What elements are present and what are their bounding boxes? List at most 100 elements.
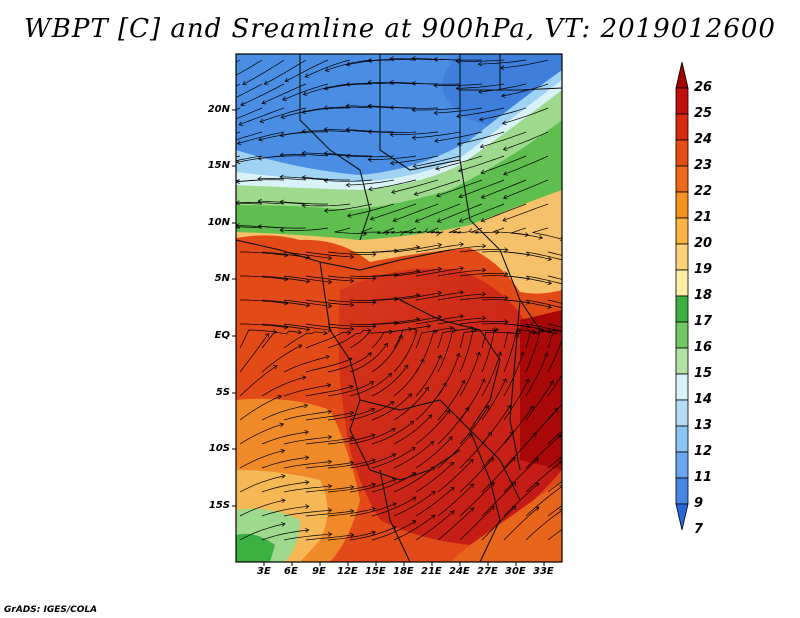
streamline-arrow [566, 327, 570, 331]
streamline-arrow [409, 420, 415, 426]
streamline [415, 486, 455, 517]
streamline-arrow [303, 403, 309, 409]
streamline-arrow [372, 252, 377, 257]
streamline [481, 457, 516, 493]
streamline-arrow [449, 325, 454, 331]
streamline [349, 453, 396, 469]
streamline [415, 243, 464, 253]
streamline [261, 330, 302, 349]
streamline [324, 179, 373, 182]
streamline [327, 483, 376, 493]
streamline [327, 531, 376, 541]
streamline-arrow [301, 128, 306, 134]
streamline [368, 81, 417, 85]
colorbar-label: 25 [694, 106, 713, 121]
lon-tick-label: 3E [257, 566, 271, 577]
streamline [547, 480, 562, 493]
streamline-arrow [455, 58, 460, 64]
streamline-arrow [494, 327, 500, 333]
streamline [283, 410, 332, 421]
streamline [479, 107, 527, 121]
streamline-arrow [391, 427, 396, 433]
streamline [500, 59, 549, 69]
streamline-arrow [350, 302, 355, 308]
streamline-arrow [389, 160, 395, 166]
streamline-arrow [257, 224, 262, 229]
lat-tick-label: 5N [214, 273, 230, 284]
streamline [393, 292, 442, 301]
streamline-arrow [504, 247, 509, 253]
streamline-arrow [437, 266, 443, 272]
streamline [458, 155, 505, 172]
streamline [349, 478, 397, 493]
streamline [547, 275, 562, 280]
colorbar-bin [675, 399, 689, 427]
streamline-arrow [236, 200, 240, 205]
streamline-arrow [502, 194, 508, 200]
streamline [481, 405, 511, 445]
streamline-arrow [436, 218, 442, 223]
streamline [236, 131, 263, 141]
streamline-arrow [279, 422, 285, 428]
streamline-arrow [459, 314, 464, 319]
streamline [303, 83, 351, 95]
streamline-arrow [501, 120, 507, 125]
streamline [525, 407, 559, 445]
streamline [302, 152, 351, 157]
streamline-arrow [218, 123, 222, 127]
streamline-arrow [426, 323, 432, 329]
streamline-arrow [345, 182, 350, 188]
streamline [302, 203, 351, 207]
streamline [240, 323, 288, 328]
streamline-arrow [327, 508, 333, 513]
streamline-arrow [584, 465, 588, 469]
streamline [283, 299, 332, 307]
streamline-arrow [411, 135, 417, 141]
colorbar-bin [675, 165, 689, 193]
streamline-arrow [323, 330, 328, 336]
streamline-arrow [430, 514, 436, 520]
streamline-arrow [394, 296, 399, 302]
streamline [435, 155, 483, 170]
map-title: WBPT [C] and Sreamline at 900hPa, VT: 20… [24, 14, 776, 44]
streamline [459, 203, 505, 223]
streamline-arrow [349, 484, 355, 490]
streamline-arrow [492, 328, 497, 333]
streamline [503, 351, 524, 397]
streamline [448, 227, 470, 234]
streamline [283, 275, 332, 283]
streamline [393, 316, 442, 325]
streamline-arrow [480, 169, 486, 175]
lat-tick-label: 10S [208, 443, 230, 454]
lat-tick-label: 15N [207, 160, 230, 171]
streamline [503, 329, 521, 373]
streamline [283, 533, 332, 541]
streamline [437, 380, 465, 421]
streamline-arrow [304, 429, 309, 435]
lat-tick-label: 10N [207, 217, 230, 228]
streamline-arrow [284, 252, 289, 258]
streamline-arrow [520, 351, 525, 357]
streamline-arrow [450, 510, 455, 515]
streamline [503, 155, 549, 175]
streamline-arrow [297, 329, 302, 335]
streamline [349, 427, 396, 445]
streamline-arrow [327, 409, 332, 415]
streamline-arrow [469, 507, 475, 512]
streamline-arrow [372, 300, 377, 305]
streamline-arrow [458, 218, 464, 223]
streamline-arrow [448, 436, 453, 441]
streamline-arrow [481, 315, 487, 321]
streamline [261, 323, 310, 330]
streamline [236, 83, 241, 87]
streamlines [218, 55, 595, 541]
streamline [371, 496, 417, 517]
streamline [261, 275, 310, 282]
streamline-arrow [327, 303, 333, 309]
streamline [437, 317, 486, 325]
streamline-arrow [502, 377, 507, 383]
streamline-arrow [349, 509, 355, 514]
streamline [390, 131, 439, 135]
streamline [327, 507, 376, 517]
streamline-arrow [591, 308, 595, 312]
